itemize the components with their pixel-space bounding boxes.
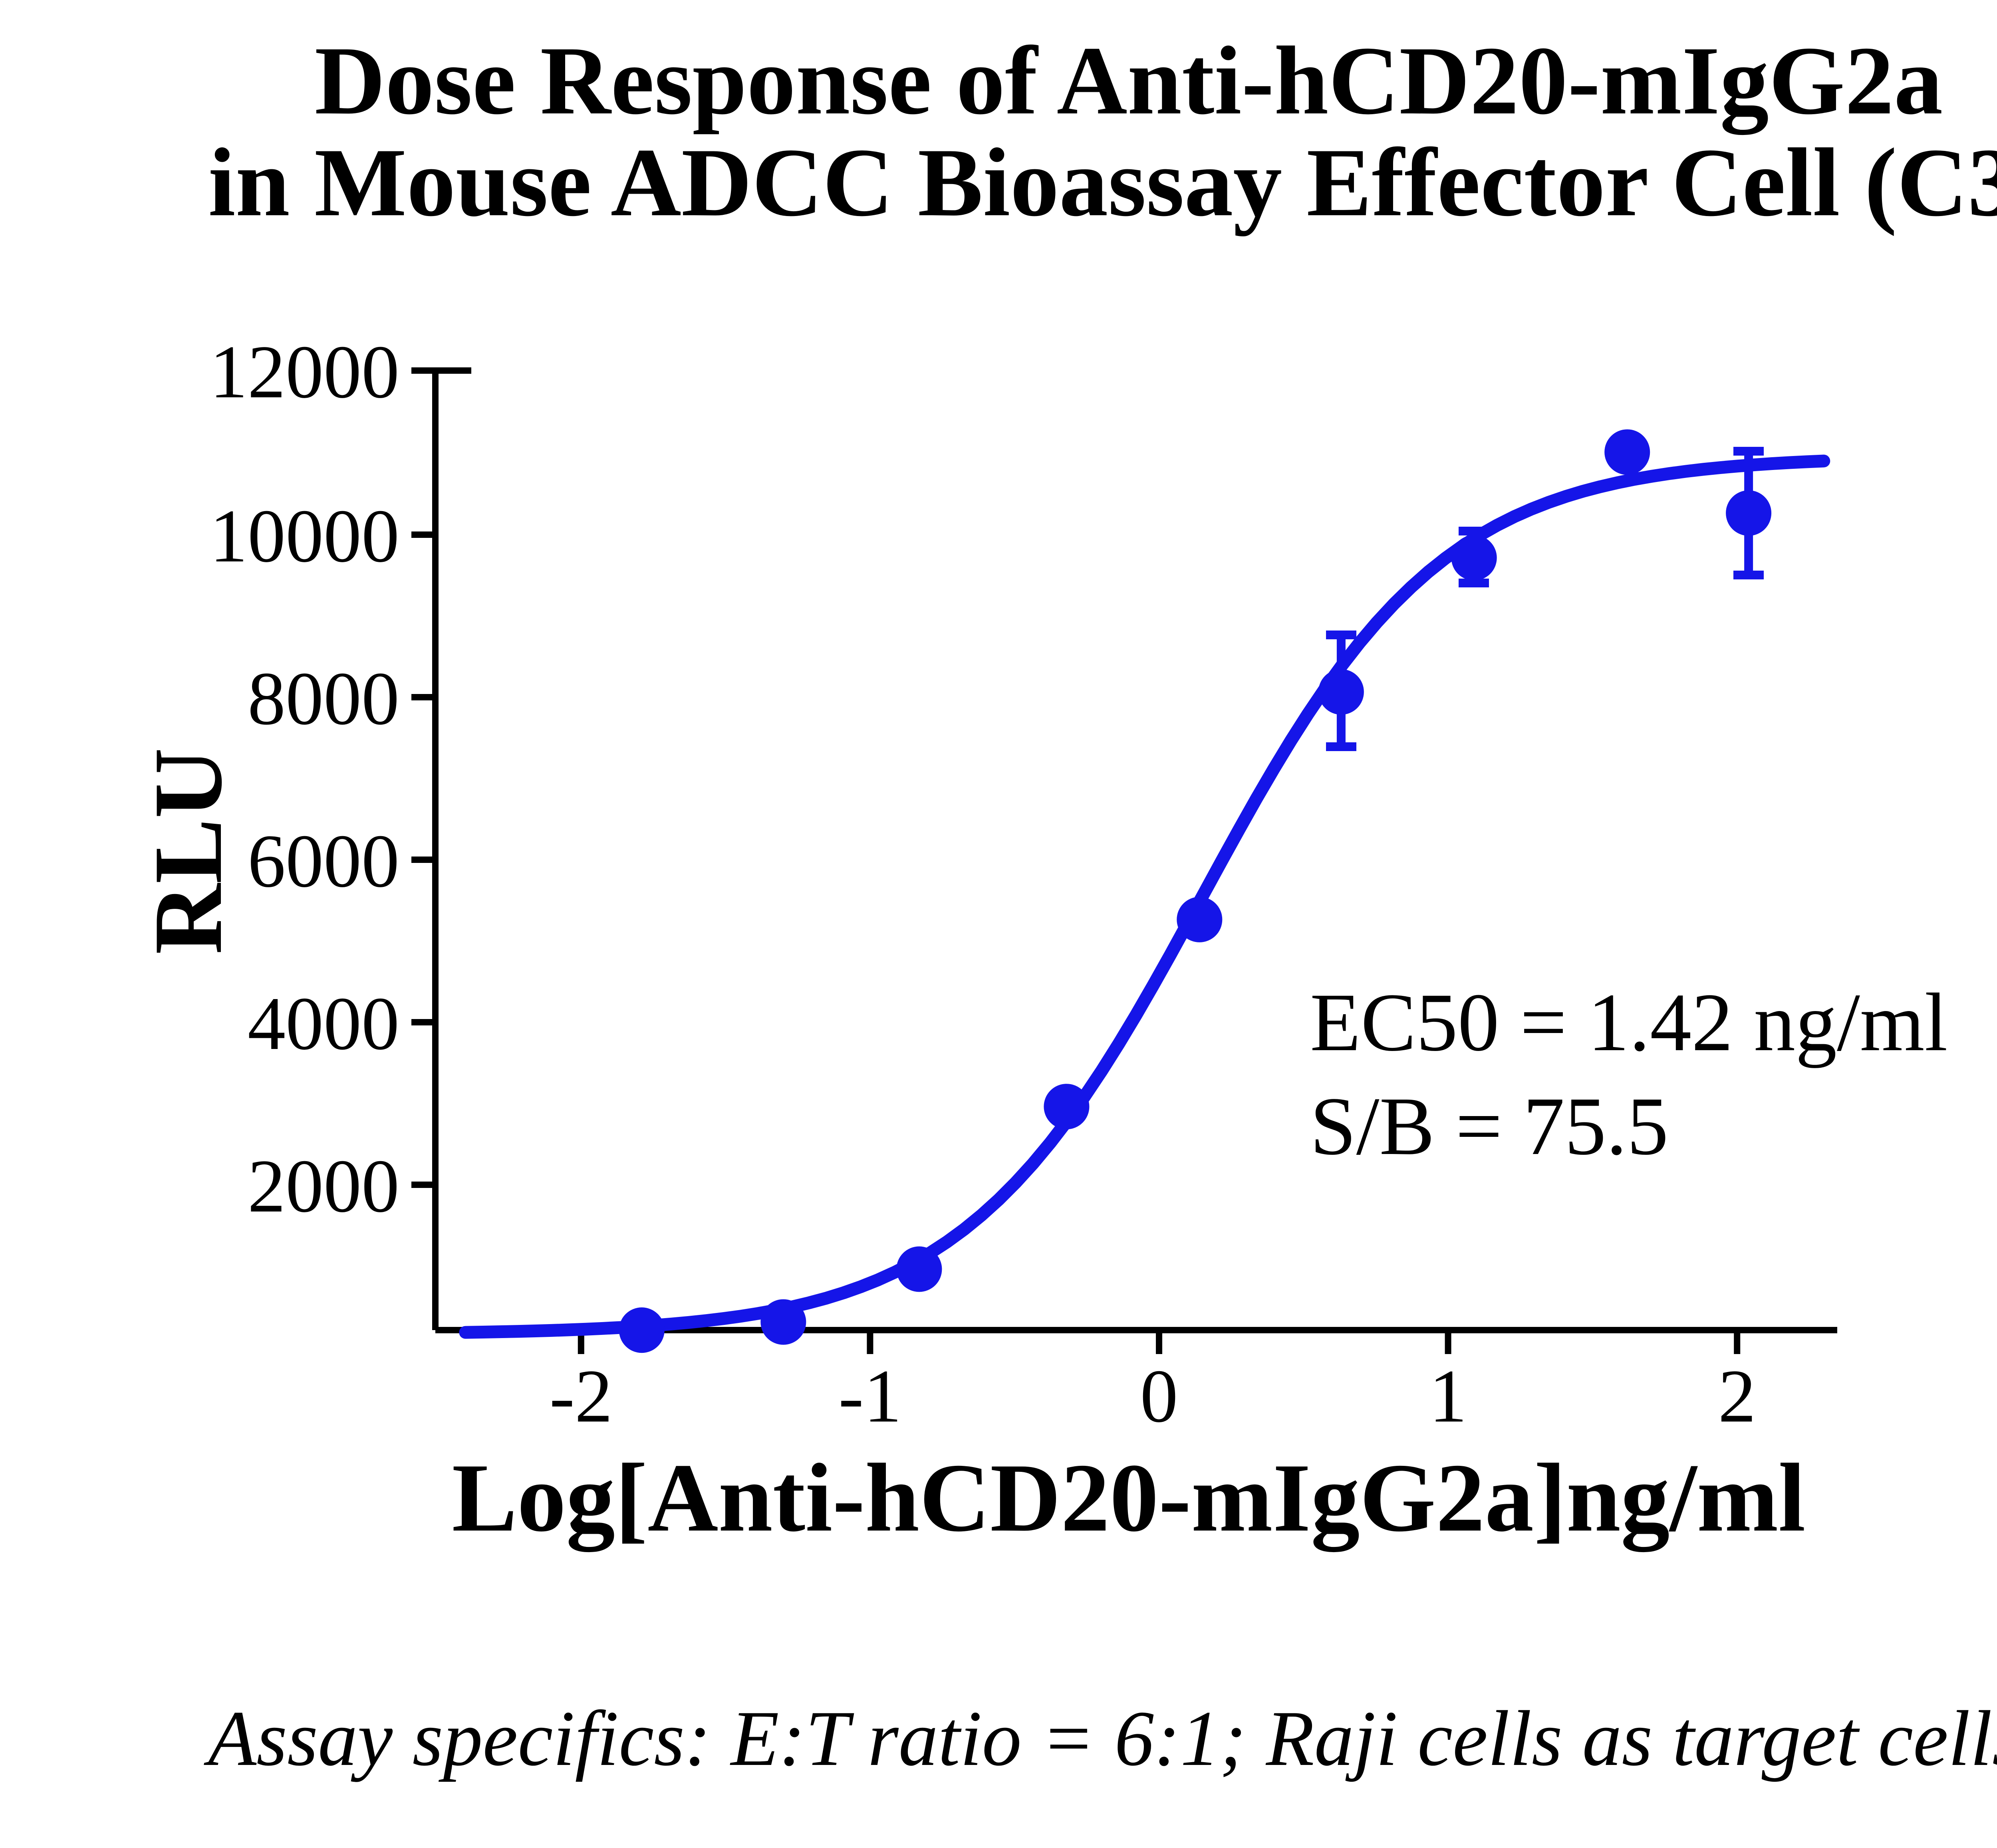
svg-text:0: 0 bbox=[1140, 1354, 1178, 1438]
svg-text:6000: 6000 bbox=[248, 819, 399, 903]
svg-text:-2: -2 bbox=[550, 1354, 613, 1438]
svg-text:12000: 12000 bbox=[210, 330, 399, 414]
svg-text:2000: 2000 bbox=[248, 1144, 399, 1228]
svg-text:8000: 8000 bbox=[248, 657, 399, 741]
svg-text:4000: 4000 bbox=[248, 982, 399, 1066]
svg-text:2: 2 bbox=[1718, 1354, 1756, 1438]
svg-text:-1: -1 bbox=[838, 1354, 901, 1438]
svg-text:10000: 10000 bbox=[210, 494, 399, 578]
svg-text:1: 1 bbox=[1429, 1354, 1467, 1438]
